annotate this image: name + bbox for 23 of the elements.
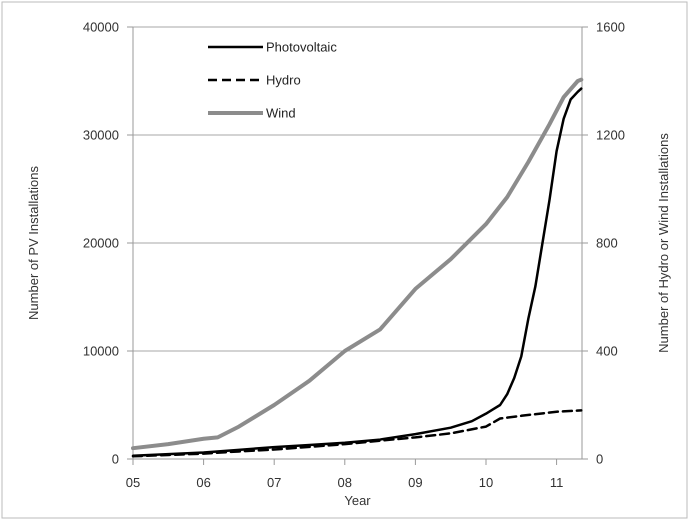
x-tick-label: 06	[196, 475, 211, 490]
x-tick-label: 11	[550, 475, 564, 490]
y-tick-label: 40000	[82, 20, 119, 35]
y2-axis-title: Number of Hydro or Wind Installations	[656, 132, 671, 353]
legend-label: Hydro	[266, 72, 301, 88]
x-tick-label: 07	[266, 475, 282, 490]
x-tick-label: 05	[126, 475, 140, 490]
legend-label: Wind	[266, 106, 296, 121]
y2-tick-label: 1600	[596, 20, 625, 35]
x-tick-label: 09	[408, 475, 423, 490]
x-tick-label: 08	[338, 475, 352, 490]
x-tick-label: 10	[478, 475, 494, 490]
y2-tick-label: 800	[596, 236, 618, 251]
y-tick-label: 30000	[82, 128, 119, 143]
legend-label: Photovoltaic	[266, 40, 338, 55]
y-axis-title: Number of PV Installations	[26, 166, 41, 320]
y2-tick-label: 0	[596, 452, 604, 467]
y-tick-label: 0	[112, 452, 119, 467]
y2-tick-label: 1200	[596, 128, 625, 143]
y2-tick-label: 400	[596, 344, 618, 359]
x-axis-title: Year	[344, 493, 372, 508]
y-tick-label: 10000	[82, 344, 119, 359]
y-tick-label: 20000	[82, 236, 119, 251]
